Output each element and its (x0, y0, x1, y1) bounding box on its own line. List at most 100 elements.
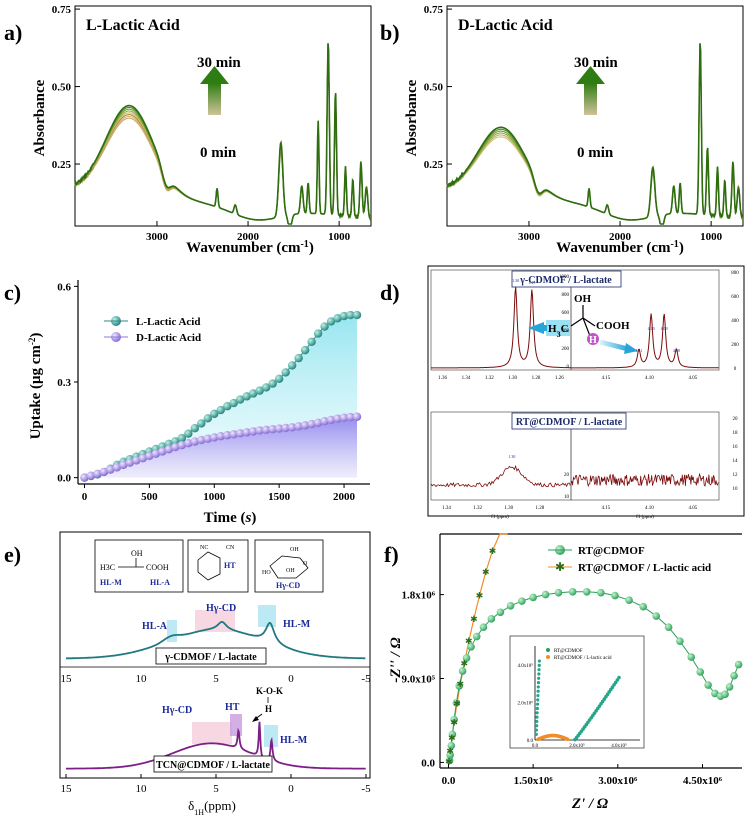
panel-a-time-arrow (208, 83, 221, 115)
panel-c-point-d-18 (197, 435, 206, 445)
panel-d-bottom-ytick-0: 10 (564, 495, 570, 500)
panel-d-xlabel-left: f1 (ppm) (491, 515, 509, 520)
panel-c-point-d-20 (210, 433, 219, 442)
panel-e-label: e) (4, 542, 21, 567)
panel-f-inset-legend-marker-2 (546, 655, 550, 659)
panel-c-point-l-28 (261, 383, 271, 392)
panel-b-trace-5 (446, 43, 743, 225)
panel-c-point-l-34 (300, 345, 310, 355)
panel-e-bottom-hlm: HL-M (280, 735, 308, 746)
panel-c-point-d-7 (125, 458, 135, 467)
panel-c-point-d-26 (249, 427, 258, 436)
panel-e: e) OH H3C COOH HL-M HL-A NC CN HT OH HO … (4, 531, 371, 815)
panel-f-xtick-label-0: 0.0 (442, 775, 456, 787)
panel-c-point-l-24 (236, 395, 245, 404)
panel-d-label: d) (380, 280, 400, 305)
panel-d-top-right-xtick-0: 4.15 (601, 376, 610, 381)
structure-lactate: OH H3C COOH HL-M HL-A (94, 539, 184, 593)
panel-f-ytick-label-2: 1.8x10⁶ (401, 590, 435, 602)
structure-lactate-methyl: H3C (100, 563, 115, 572)
panel-c-point-l-32 (287, 361, 297, 370)
structure-tcn-cn: CN (226, 545, 235, 551)
panel-f-inset-rt-vert-4 (535, 715, 539, 719)
panel-e-mid-xtick-label-4: -5 (361, 673, 371, 685)
panel-c-point-d-24 (236, 429, 245, 438)
panel-b-ytick-label-0: 0.25 (424, 159, 444, 171)
panel-d-top-ytick-2: 400 (562, 329, 570, 334)
panel-b: b) D-Lactic Acid 30 min 0 min Absorbance… (380, 4, 744, 256)
panel-e-ticks: 15 15 10 10 5 5 0 0 -5 -5 (60, 666, 371, 795)
panel-c-point-l-25 (242, 392, 251, 401)
molecule-oh: OH (574, 293, 592, 305)
panel-f-point-rt-16 (529, 593, 537, 602)
panel-c-point-l-26 (249, 389, 258, 398)
panel-f-point-rtl-1: ✱ (446, 746, 454, 756)
panel-e-mid-xtick-label-1: 10 (136, 673, 148, 685)
panel-f-point-rt-23 (625, 596, 633, 604)
panel-c-point-l-20 (210, 409, 219, 419)
panel-c-point-l-17 (190, 424, 199, 433)
panel-c-point-d-38 (326, 415, 336, 425)
panel-c-point-l-30 (274, 374, 284, 384)
panel-a-ytick-label-1: 0.50 (52, 82, 72, 94)
panel-c-point-l-18 (197, 419, 206, 428)
molecule-bond-methyl (570, 317, 584, 327)
panel-f-point-rt-1 (446, 751, 454, 759)
panel-f-inset-rtl-29 (565, 737, 570, 742)
panel-c-point-d-6 (119, 460, 128, 470)
panel-c-point-l-42 (352, 310, 362, 320)
panel-d-bottom-ytick-1: 20 (564, 473, 570, 478)
panel-f-point-rt-35 (730, 671, 738, 680)
panel-b-traces (446, 43, 744, 225)
panel-c-label: c) (4, 280, 21, 305)
panel-b-time-arrow-head (576, 66, 605, 84)
structure-tcn: NC CN HT (187, 539, 249, 593)
structure-lactate-hlm: HL-M (100, 578, 122, 587)
panel-d-top-left-xtick-3: 1.30 (508, 376, 517, 381)
panel-f-inset-rt-vert-11 (536, 685, 540, 689)
panel-f-ytick-label-1: 9.0x10⁵ (401, 674, 435, 686)
panel-e-bottom-label-box (153, 755, 273, 773)
panel-f-inset-legend-2: RT@CDMOF / L-lactic acid (554, 656, 612, 661)
panel-a-xtick-label-1: 2000 (237, 231, 260, 243)
panel-a-frame (74, 5, 372, 227)
panel-d-top-left-xtick-5: 1.26 (555, 376, 564, 381)
panel-e-top-highlight-hgcd (195, 610, 235, 632)
panel-f-point-rt-28 (687, 653, 695, 661)
lactate-molecule: OH H3C COOH H (528, 293, 638, 354)
panel-a-label: a) (4, 20, 22, 45)
panel-c-point-l-40 (339, 311, 349, 321)
panel-e-frame (59, 531, 371, 779)
panel-c-point-d-42 (352, 412, 362, 421)
molecule-arrow-right-head (624, 343, 638, 354)
panel-a: a) L-Lactic Acid 30 min 0 min Absorbance… (4, 4, 372, 256)
panel-f-point-rt-36 (734, 660, 743, 669)
panel-f-inset-xtick-1: 2.0x10⁵ (569, 743, 585, 749)
panel-d-top-right-xtick-1: 4.10 (645, 376, 654, 381)
panel-c-point-d-15 (177, 440, 187, 450)
panel-b-xtick-label-0: 3000 (518, 231, 541, 243)
panel-e-xlabel: δ1H(ppm) (188, 798, 236, 815)
panel-d-top-right-ytick-0: 0 (734, 367, 737, 372)
panel-d-top-ytick-0: 0 (567, 365, 570, 370)
molecule-arrow-left-tail (544, 325, 547, 331)
panel-d-peak-label-r-3: 4.08 (673, 348, 680, 353)
panel-d-top-right-box (570, 269, 720, 371)
panel-a-xtick-label-2: 1000 (328, 231, 351, 243)
panel-e-top-highlight-hla (167, 620, 177, 642)
panel-c-ytick-label-0: 0.0 (57, 473, 71, 485)
panel-f-point-rt-34 (725, 683, 734, 691)
panel-d-bottom-left-spectrum (430, 464, 571, 488)
panel-e-xtick-label-0: 15 (61, 783, 73, 795)
panel-d-top-right-ytick-4: 800 (731, 271, 739, 276)
panel-d-peak-label-r-1: 4.10 (648, 326, 655, 331)
panel-f-point-rt-7 (458, 667, 467, 675)
panel-f-point-rt-19 (568, 588, 577, 596)
panel-f-point-rtl-0: ✱ (445, 756, 453, 766)
panel-f: f) ✱✱✱✱✱✱✱✱✱✱✱✱ 0.0 1.50x10⁶ 3.00x10⁶ 4.50x… (384, 533, 743, 812)
panel-f-xtick-label-3: 4.50x10⁶ (683, 775, 723, 787)
panel-e-xtick-label-1: 10 (136, 783, 148, 795)
structure-cd-o: O (303, 561, 308, 567)
panel-c-point-d-0 (80, 473, 89, 482)
panel-f-point-rt-24 (639, 602, 648, 611)
